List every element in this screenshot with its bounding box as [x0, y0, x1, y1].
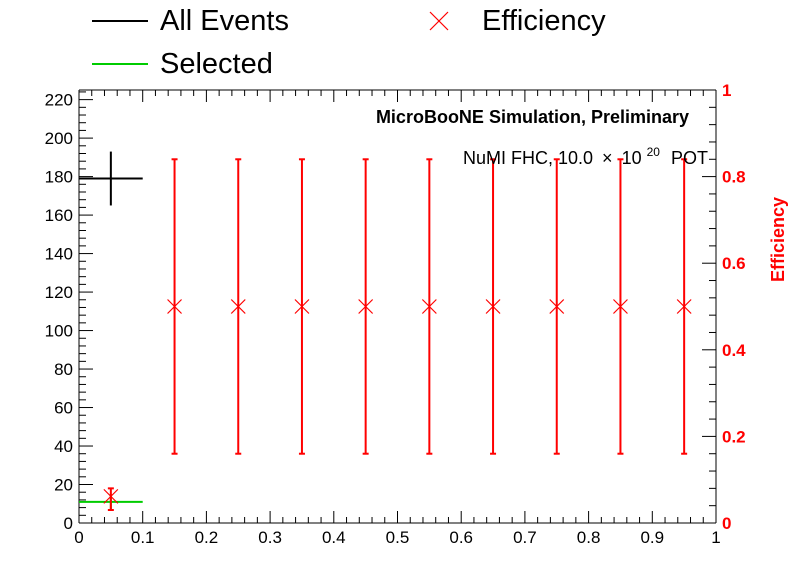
- efficiency-marker: [294, 299, 310, 314]
- efficiency-marker-stroke: [613, 299, 628, 314]
- x-tick-label: 0.4: [322, 528, 346, 547]
- y2-axis-title: Efficiency: [768, 197, 788, 282]
- y-tick-label: 160: [45, 206, 73, 225]
- y-tick-label: 40: [54, 437, 73, 456]
- efficiency-marker-stroke: [358, 299, 374, 314]
- simulation-header-label: MicroBooNE Simulation, Preliminary: [376, 107, 689, 127]
- y-tick-label: 220: [45, 91, 73, 110]
- efficiency-marker-stroke: [421, 299, 437, 314]
- legend-all-events-label: All Events: [160, 5, 289, 37]
- x-tick-label: 0.6: [449, 528, 473, 547]
- pot-times: ×: [602, 148, 613, 168]
- x-tick-label: 0.2: [195, 528, 219, 547]
- efficiency-marker: [358, 299, 374, 314]
- legend-selected-label: Selected: [160, 48, 273, 80]
- efficiency-marker: [485, 299, 501, 314]
- efficiency-marker: [421, 299, 437, 314]
- y2-tick-label: 0: [722, 514, 731, 533]
- x-tick-label: 0.3: [258, 528, 282, 547]
- y-tick-label: 100: [45, 322, 73, 341]
- efficiency-marker-stroke: [167, 299, 182, 314]
- y2-tick-label: 0.4: [722, 341, 746, 360]
- efficiency-marker: [676, 299, 692, 314]
- efficiency-marker: [103, 488, 119, 504]
- x-tick-label: 0.7: [513, 528, 537, 547]
- efficiency-marker-stroke: [485, 299, 501, 314]
- x-tick-label: 0.8: [577, 528, 601, 547]
- y-tick-label: 80: [54, 360, 73, 379]
- legend-efficiency-label: Efficiency: [482, 5, 606, 37]
- efficiency-marker-stroke: [676, 299, 692, 314]
- pot-exponent: 20: [647, 145, 661, 159]
- legend-marker-stroke: [429, 11, 449, 31]
- efficiency-marker: [167, 299, 182, 314]
- y2-tick-label: 1: [722, 81, 731, 100]
- legend-efficiency-symbol: [429, 11, 449, 31]
- x-tick-label: 0.1: [131, 528, 155, 547]
- efficiency-marker-stroke: [103, 488, 119, 504]
- y-tick-label: 0: [64, 514, 73, 533]
- efficiency-marker-stroke: [294, 299, 310, 314]
- y-tick-label: 120: [45, 283, 73, 302]
- y-tick-label: 20: [54, 476, 73, 495]
- x-tick-label: 0.9: [640, 528, 664, 547]
- pot-prefix: NuMI FHC, 10.0: [463, 148, 593, 168]
- plot-marks: [79, 151, 692, 512]
- y-tick-label: 140: [45, 245, 73, 264]
- x-tick-label: 0.5: [386, 528, 410, 547]
- pot-suffix: POT: [671, 148, 708, 168]
- efficiency-marker: [613, 299, 628, 314]
- efficiency-marker-stroke: [230, 299, 246, 314]
- efficiency-marker: [549, 299, 565, 314]
- pot-label: NuMI FHC, 10.0 × 10 20 POT: [463, 140, 708, 168]
- pot-base: 10: [622, 148, 642, 168]
- efficiency-marker: [230, 299, 246, 314]
- y-tick-label: 180: [45, 168, 73, 187]
- x-tick-label: 1: [711, 528, 720, 547]
- y2-tick-label: 0.8: [722, 168, 746, 187]
- efficiency-marker-stroke: [549, 299, 565, 314]
- y-tick-label: 60: [54, 399, 73, 418]
- axes: 0 0.1 0.2 0.3 0.4 0.5 0.6 0.7 0.8 0.9 102040608010…: [45, 81, 747, 547]
- x-tick-label: 0: [74, 528, 83, 547]
- y-tick-label: 200: [45, 129, 73, 148]
- y2-tick-label: 0.6: [722, 254, 746, 273]
- y2-tick-label: 0.2: [722, 427, 746, 446]
- legend: All Events Selected Efficiency: [92, 5, 606, 80]
